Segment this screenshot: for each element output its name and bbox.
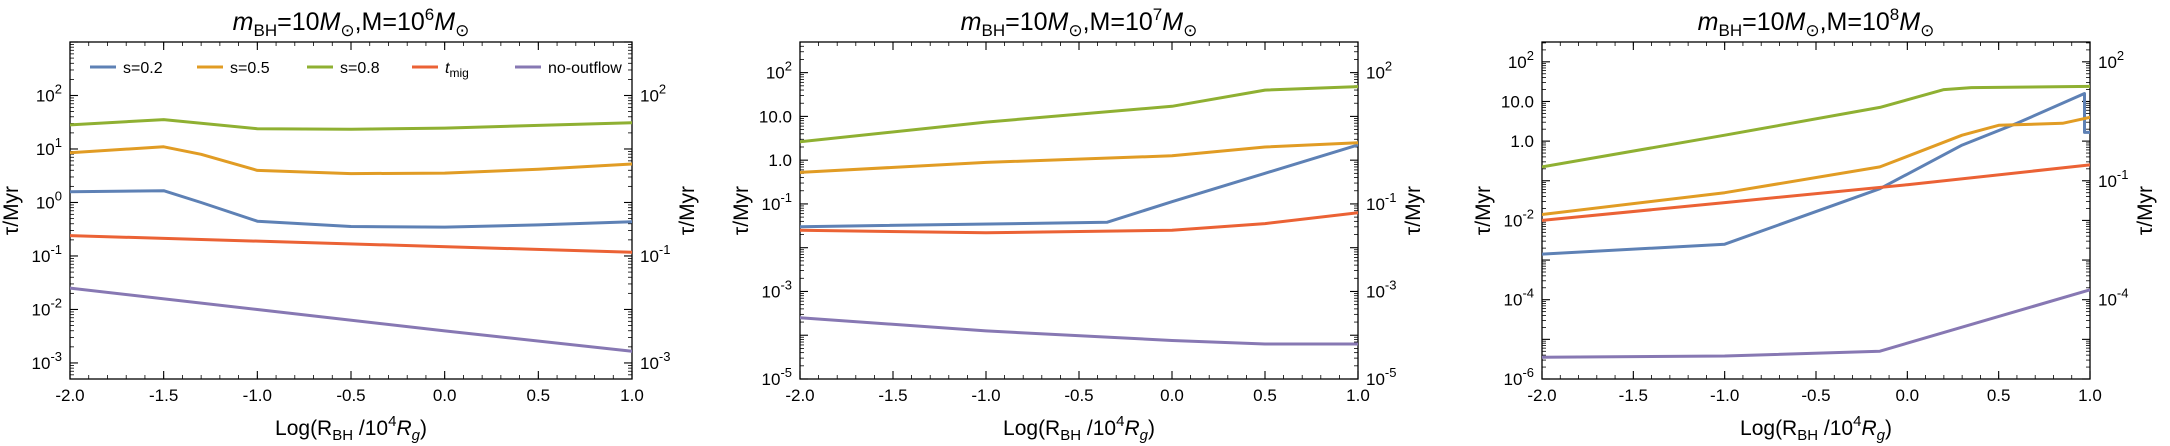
y-tick-label-left: 102: [36, 81, 62, 105]
series-line-s05: [70, 145, 632, 176]
plot-frame: [69, 41, 633, 380]
y-tick-label-left: 10-5: [762, 365, 792, 389]
x-tick-label: -1.0: [243, 386, 272, 405]
y-tick-label-right: 10-1: [2098, 167, 2128, 191]
chart-title: mBH=10M⊙,M=106M⊙: [233, 5, 470, 40]
series-group: [800, 85, 1358, 346]
series-line-s08: [800, 85, 1358, 144]
chart-title: mBH=10M⊙,M=107M⊙: [961, 5, 1198, 40]
y-tick-label-left: 10-3: [32, 349, 62, 373]
y-tick-label-left: 10.0: [1501, 92, 1534, 111]
series-line-tmig: [800, 211, 1358, 235]
y-axis-label-left: τ/Myr: [730, 186, 753, 235]
chart-panel-3: -2.0 -1.5 -1.0 -0.5 0.0 0.5 1.0 10-6 10-4 10-2 1.0…: [1472, 5, 2157, 444]
y-tick-label-left: 10-3: [762, 277, 792, 301]
x-tick-label: -0.5: [1801, 386, 1830, 405]
x-tick-label: -1.5: [878, 386, 907, 405]
x-tick-label: -1.0: [1710, 386, 1739, 405]
y-tick-label-right: 102: [640, 81, 666, 105]
series-line-s05: [800, 141, 1358, 174]
y-tick-label-right: 10-1: [640, 242, 670, 266]
y-tick-label-left: 10-6: [1504, 365, 1534, 389]
y-tick-label-right: 10-5: [1366, 365, 1396, 389]
series-group: [70, 118, 632, 353]
y-tick-label-left: 1.0: [768, 151, 792, 170]
series-line-noout: [70, 286, 632, 353]
x-tick-label: -0.5: [1064, 386, 1093, 405]
y-tick-label-right: 102: [1366, 59, 1392, 83]
series-line-s02: [800, 143, 1358, 229]
y-tick-label-left: 10-4: [1504, 286, 1534, 310]
chart-panel-2: -2.0 -1.5 -1.0 -0.5 0.0 0.5 1.010-510-310-11.0…: [730, 5, 1425, 444]
series-line-s02: [70, 189, 632, 229]
series-line-s08: [1542, 84, 2090, 169]
y-tick-label-right: 10-4: [2098, 286, 2128, 310]
y-tick-label-left: 102: [766, 59, 792, 83]
series-line-s05: [1542, 115, 2090, 216]
x-tick-label: 0.5: [527, 386, 551, 405]
y-tick-label-left: 1.0: [1510, 132, 1534, 151]
x-tick-label: 1.0: [1346, 386, 1370, 405]
y-axis-label-left: τ/Myr: [1472, 186, 1495, 235]
chart-title: mBH=10M⊙,M=108M⊙: [1698, 5, 1935, 40]
x-tick-label: 0.5: [1253, 386, 1277, 405]
x-tick-label: -0.5: [336, 386, 365, 405]
y-tick-label-left: 10-1: [762, 190, 792, 214]
x-axis-label: Log(RBH /104Rg): [275, 413, 427, 444]
x-tick-label: 1.0: [620, 386, 644, 405]
y-axis-label-left: τ/Myr: [0, 186, 23, 235]
x-tick-label: -1.5: [149, 386, 178, 405]
y-tick-label-right: 10-3: [1366, 277, 1396, 301]
x-axis-label: Log(RBH /104Rg): [1740, 413, 1892, 444]
legend-label-s02: s=0.2: [123, 60, 163, 77]
y-axis-label-right: τ/Myr: [2134, 186, 2157, 235]
legend-label-tmig: tmig: [445, 60, 469, 80]
x-tick-label: -2.0: [1527, 386, 1556, 405]
y-tick-label-left: 10-2: [32, 295, 62, 319]
legend-label-s05: s=0.5: [230, 60, 270, 77]
x-tick-label: -1.0: [971, 386, 1000, 405]
legend: s=0.2 s=0.5 s=0.8 tmig no-outflow: [90, 60, 622, 80]
series-line-noout: [800, 316, 1358, 346]
series-line-tmig: [70, 234, 632, 254]
series-line-s02: [1542, 92, 2090, 256]
series-line-noout: [1542, 288, 2090, 359]
x-tick-label: -2.0: [55, 386, 84, 405]
y-tick-label-left: 10.0: [759, 107, 792, 126]
x-tick-label: 1.0: [2078, 386, 2102, 405]
y-tick-label-right: 102: [2098, 48, 2124, 72]
y-tick-label-left: 100: [36, 188, 62, 212]
series-line-s08: [70, 118, 632, 131]
x-tick-label: 0.0: [1160, 386, 1184, 405]
series-group: [1542, 84, 2090, 359]
chart-panel-1: -2.0 -1.5 -1.0 -0.5 0.0 0.5 1.0 10-3 10-2 10-1 100…: [0, 5, 699, 444]
x-tick-label: -1.5: [1619, 386, 1648, 405]
y-tick-label-left: 101: [36, 135, 62, 159]
x-axis-label: Log(RBH /104Rg): [1003, 413, 1155, 444]
legend-label-noout: no-outflow: [548, 60, 622, 77]
x-tick-label: -2.0: [785, 386, 814, 405]
series-line-tmig: [1542, 163, 2090, 222]
y-tick-label-left: 102: [1508, 48, 1534, 72]
plot-frame: [799, 41, 1359, 380]
y-axis-label-right: τ/Myr: [1402, 186, 1425, 235]
y-tick-label-left: 10-1: [32, 242, 62, 266]
y-tick-label-right: 10-3: [640, 349, 670, 373]
y-tick-label-right: 10-1: [1366, 190, 1396, 214]
x-tick-label: 0.0: [433, 386, 457, 405]
legend-label-s08: s=0.8: [340, 60, 380, 77]
y-tick-label-left: 10-2: [1504, 206, 1534, 230]
x-tick-label: 0.0: [1896, 386, 1920, 405]
x-tick-label: 0.5: [1987, 386, 2011, 405]
y-axis-label-right: τ/Myr: [676, 186, 699, 235]
